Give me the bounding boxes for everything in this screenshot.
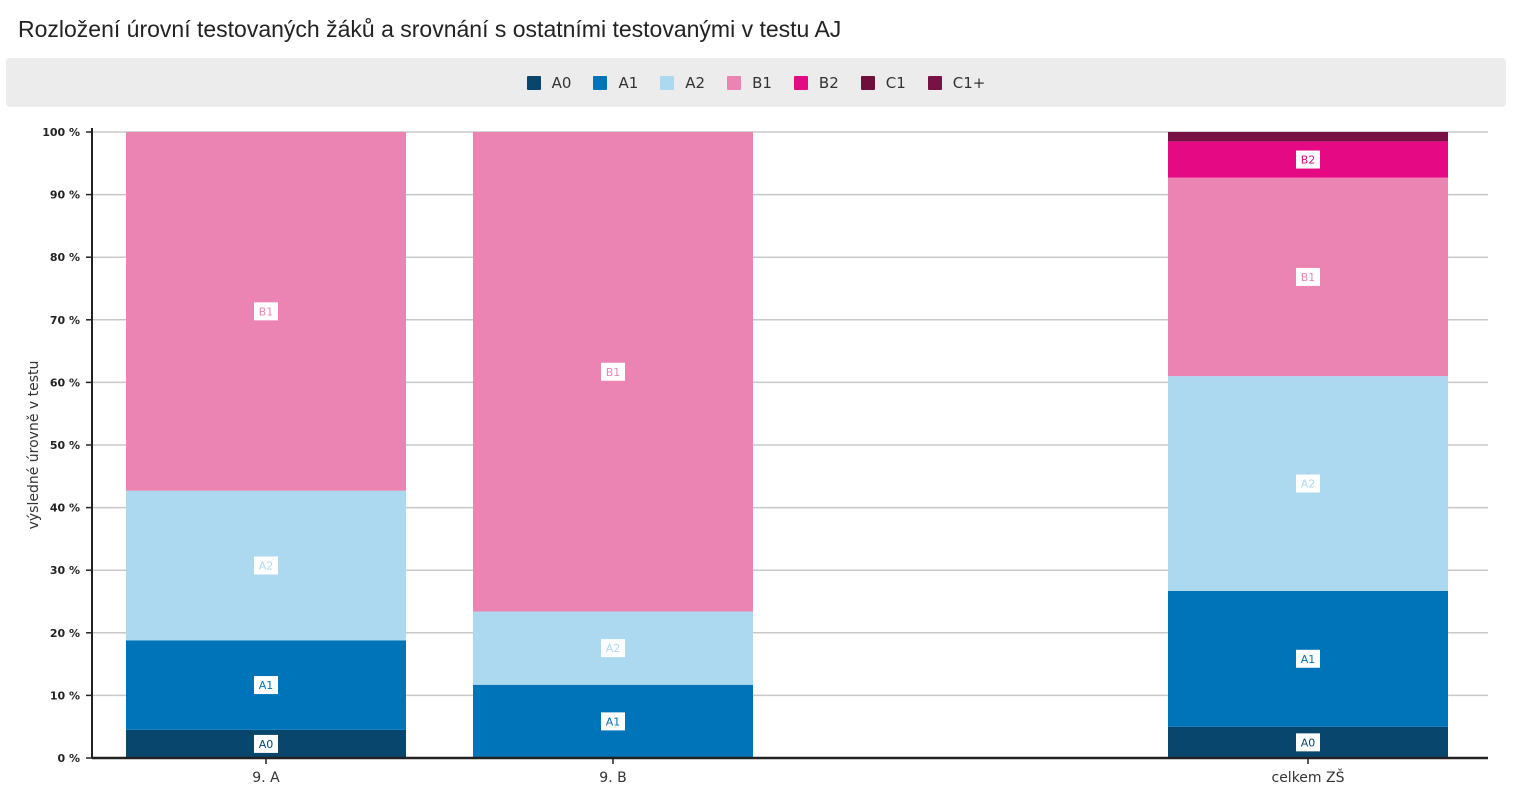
segment-label: A0 <box>259 738 274 751</box>
legend-item-a1[interactable]: A1 <box>593 74 638 92</box>
segment-label: A2 <box>606 642 621 655</box>
segment-label-bg <box>1296 474 1320 493</box>
segment-label: A1 <box>606 715 621 728</box>
segment-label: B1 <box>259 305 274 318</box>
legend-label: B2 <box>818 73 839 92</box>
segment-label: B2 <box>1301 154 1316 167</box>
legend-items: A0 A1 A2 B1 B2 C1 C1+ <box>6 58 1506 107</box>
legend-label: A0 <box>551 73 572 92</box>
category-label: 9. A <box>252 770 280 786</box>
legend-swatch <box>927 75 942 90</box>
bar-segment-c1plus <box>1168 132 1448 142</box>
legend-label: C1+ <box>952 73 986 92</box>
chart-title: Rozložení úrovní testovaných žáků a srov… <box>18 16 842 42</box>
legend-item-b1[interactable]: B1 <box>727 74 772 92</box>
y-tick-label: 40 % <box>50 502 80 515</box>
segment-label-bg <box>1296 733 1320 752</box>
y-tick-label: 100 % <box>42 126 80 139</box>
legend-swatch <box>860 75 875 90</box>
segment-label-bg <box>1296 649 1320 668</box>
legend-swatch <box>593 75 608 90</box>
segment-label: A1 <box>259 679 274 692</box>
segment-label-bg <box>1296 150 1320 169</box>
legend-label: C1 <box>885 73 906 92</box>
legend-item-a2[interactable]: A2 <box>660 74 705 92</box>
segment-label-bg <box>254 676 278 695</box>
segment-label: A0 <box>1301 736 1316 749</box>
segment-label: A1 <box>1301 653 1316 666</box>
segment-label-bg <box>254 556 278 575</box>
segment-label: A2 <box>1301 477 1316 490</box>
segment-label: B1 <box>606 366 621 379</box>
segment-label-bg <box>601 639 625 658</box>
legend-label: A2 <box>685 73 706 92</box>
legend-item-c1[interactable]: C1 <box>860 73 906 92</box>
y-tick-label: 90 % <box>50 189 80 202</box>
stacked-bar-chart: 0 % 10 % 20 % 30 % 40 % 50 % 60 % 70 % 80 % 90 % 1… <box>26 126 1488 786</box>
segment-label: A2 <box>259 560 274 573</box>
legend: A0 A1 A2 B1 B2 C1 C1+ <box>6 58 1506 107</box>
segment-label-bg <box>601 712 625 731</box>
category-label: celkem ZŠ <box>1272 768 1345 786</box>
legend-swatch <box>660 75 675 90</box>
y-tick-label: 70 % <box>50 314 80 327</box>
legend-label: B1 <box>752 73 772 92</box>
segment-label: B1 <box>1301 271 1316 284</box>
y-tick-label: 30 % <box>50 564 80 577</box>
legend-item-c1plus[interactable]: C1+ <box>927 73 986 92</box>
segment-label-bg <box>1296 267 1320 286</box>
legend-swatch <box>727 75 742 90</box>
segment-label-bg <box>254 302 278 321</box>
segment-label-bg <box>254 734 278 753</box>
legend-item-b2[interactable]: B2 <box>793 73 839 92</box>
y-tick-label: 20 % <box>50 627 80 640</box>
y-tick-label: 50 % <box>50 439 80 452</box>
y-tick-label: 60 % <box>50 376 80 389</box>
y-tick-label: 0 % <box>57 752 80 765</box>
category-label: 9. B <box>599 770 626 786</box>
y-tick-label: 80 % <box>50 251 80 264</box>
legend-item-a0[interactable]: A0 <box>526 73 572 92</box>
y-axis-label: výsledné úrovně v testu <box>26 361 42 530</box>
legend-swatch <box>793 75 808 90</box>
y-tick-label: 10 % <box>50 689 80 702</box>
legend-label: A1 <box>618 73 639 92</box>
segment-label-bg <box>601 362 625 381</box>
legend-swatch <box>526 75 541 90</box>
